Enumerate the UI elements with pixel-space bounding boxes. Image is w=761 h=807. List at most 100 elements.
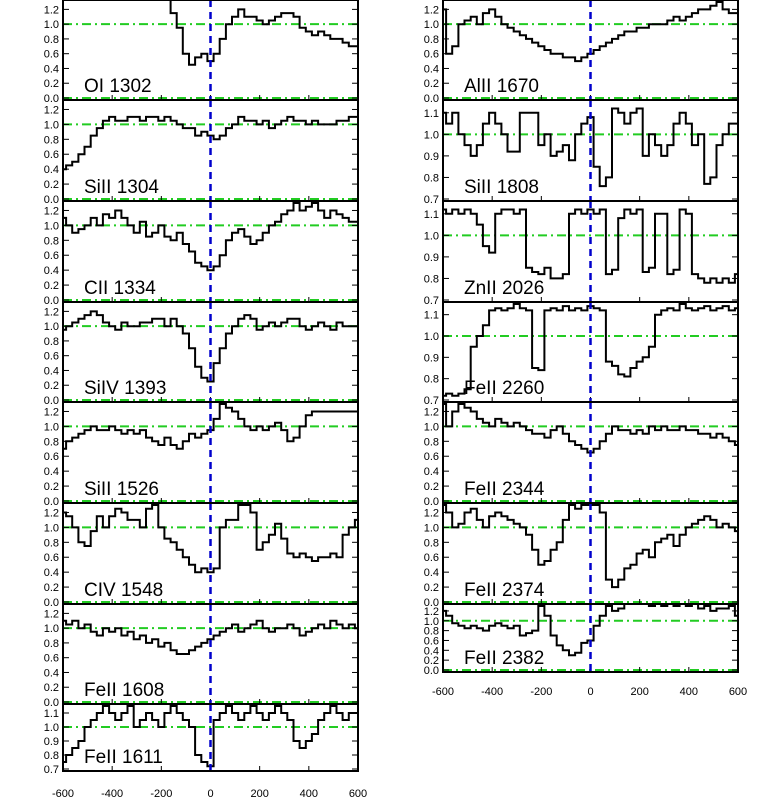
panel: 0.0 0.2 0.4 0.6 0.8 1.0 1.2 CII 1334 (44, 200, 359, 307)
x-tick-label: 200 (250, 788, 268, 800)
y-tick-label: 1.0 (44, 623, 59, 635)
y-tick-label: 1.0 (424, 421, 439, 433)
flux-step-series (443, 208, 738, 284)
y-tick-label: 1.2 (44, 406, 59, 418)
y-tick-label: 0.0 (424, 665, 439, 677)
y-tick-label: 0.8 (44, 134, 59, 146)
ion-label: ZnII 2026 (464, 278, 544, 299)
y-tick-label: 0.8 (424, 537, 439, 549)
y-tick-label: 0.8 (44, 750, 59, 762)
y-tick-label: 0.4 (44, 567, 59, 579)
x-tick-label: -400 (481, 686, 503, 698)
x-tick-label: -600 (52, 788, 74, 800)
y-tick-label: 0.4 (424, 466, 439, 478)
y-tick-label: 0.8 (424, 172, 439, 184)
y-tick-label: 1.0 (44, 421, 59, 433)
y-tick-label: 0.4 (424, 645, 439, 657)
y-tick-label: 0.8 (424, 374, 439, 386)
x-tick-label: -400 (101, 788, 123, 800)
panel: 0.0 0.2 0.4 0.6 0.8 1.0 1.2 CIV 1548 (44, 502, 359, 609)
x-tick-label: 400 (680, 686, 698, 698)
y-tick-label: 0.2 (424, 78, 439, 90)
y-tick-label: 0.8 (424, 34, 439, 46)
x-tick-label: -200 (530, 686, 552, 698)
ion-label: OI 1302 (84, 76, 152, 97)
flux-step-series (63, 202, 358, 272)
y-tick-label: 1.0 (424, 19, 439, 31)
ion-label: FeII 1608 (84, 680, 164, 701)
x-tick-label: 400 (300, 788, 318, 800)
y-tick-label: 0.8 (44, 34, 59, 46)
ion-label: SiIV 1393 (84, 378, 166, 399)
panel-frame (442, 603, 739, 673)
y-tick-label: 0.4 (424, 63, 439, 75)
panel: 0.0 0.2 0.4 0.6 0.8 1.0 1.2 FeII 2374 (424, 502, 739, 609)
x-tick-label: -200 (150, 788, 172, 800)
y-tick-label: 1.0 (424, 331, 439, 343)
ion-label: FeII 2260 (464, 378, 544, 399)
y-tick-label: 1.0 (424, 230, 439, 242)
y-tick-label: 1.2 (424, 4, 439, 16)
ion-label: FeII 2382 (464, 648, 544, 669)
y-tick-label: 0.2 (424, 582, 439, 594)
x-tick-label: 0 (207, 788, 213, 800)
y-tick-label: 0.6 (424, 49, 439, 61)
flux-step-series (443, 403, 738, 454)
y-tick-label: 0.9 (424, 151, 439, 163)
y-tick-label: 0.0 (44, 295, 59, 307)
x-tick-label: 200 (630, 686, 648, 698)
panel: 0.7 0.8 0.9 1.0 1.1 SiII 1808 (424, 99, 739, 206)
ion-label: FeII 1611 (84, 747, 163, 768)
y-tick-label: 1.2 (44, 205, 59, 217)
x-tick-label: 600 (349, 788, 367, 800)
flux-step-series (63, 705, 358, 768)
panel: 0.0 0.2 0.4 0.6 0.8 1.0 1.2 AlII 1670 (424, 0, 739, 105)
ion-label: FeII 2344 (464, 479, 545, 500)
ion-label: SiII 1808 (464, 177, 539, 198)
panel: 0.0 0.2 0.4 0.6 0.8 1.0 1.2 OI 1302 (44, 0, 359, 105)
y-tick-label: 0.0 (44, 395, 59, 407)
y-tick-label: 1.2 (424, 406, 439, 418)
ion-label: SiII 1304 (84, 177, 159, 198)
y-tick-label: 1.0 (44, 119, 59, 131)
y-tick-label: 0.4 (44, 265, 59, 277)
y-tick-label: 0.4 (44, 667, 59, 679)
y-tick-label: 0.2 (44, 682, 59, 694)
y-tick-label: 0.7 (424, 295, 439, 307)
y-tick-label: 0.6 (44, 653, 59, 665)
x-tick-label: 600 (729, 686, 747, 698)
y-tick-label: 0.0 (44, 194, 59, 206)
y-tick-label: 0.6 (44, 552, 59, 564)
y-tick-label: 0.7 (424, 395, 439, 407)
ion-label: AlII 1670 (464, 76, 539, 97)
ion-label: CII 1334 (84, 278, 156, 299)
right-column-x-axis-labels: -600 -400 -200 0 200 400 600 (432, 686, 747, 698)
y-tick-label: 0.9 (424, 252, 439, 264)
y-tick-label: 0.4 (424, 567, 439, 579)
y-tick-label: 0.0 (44, 496, 59, 508)
y-tick-label: 0.4 (44, 63, 59, 75)
y-tick-label: 0.2 (44, 179, 59, 191)
ion-label: FeII 2374 (464, 580, 545, 601)
ion-label: CIV 1548 (84, 580, 163, 601)
y-tick-label: 0.4 (44, 164, 59, 176)
y-tick-label: 1.1 (424, 209, 439, 221)
y-tick-label: 0.6 (44, 149, 59, 161)
y-tick-label: 1.0 (44, 722, 59, 734)
y-tick-label: 0.8 (44, 436, 59, 448)
y-tick-label: 0.4 (44, 365, 59, 377)
flux-step-series (63, 619, 358, 655)
y-tick-label: 0.0 (44, 597, 59, 609)
y-tick-label: 0.8 (424, 626, 439, 638)
y-tick-label: 0.2 (44, 582, 59, 594)
y-tick-label: 1.1 (44, 708, 59, 720)
flux-step-series (443, 107, 738, 188)
y-tick-label: 0.2 (44, 481, 59, 493)
y-tick-label: 0.2 (424, 481, 439, 493)
y-tick-label: 0.2 (44, 78, 59, 90)
y-tick-label: 1.0 (424, 616, 439, 628)
panel: 0.7 0.8 0.9 1.0 1.1 FeII 2260 (424, 301, 739, 407)
y-tick-label: 1.2 (44, 4, 59, 16)
panel-frame (62, 703, 359, 772)
